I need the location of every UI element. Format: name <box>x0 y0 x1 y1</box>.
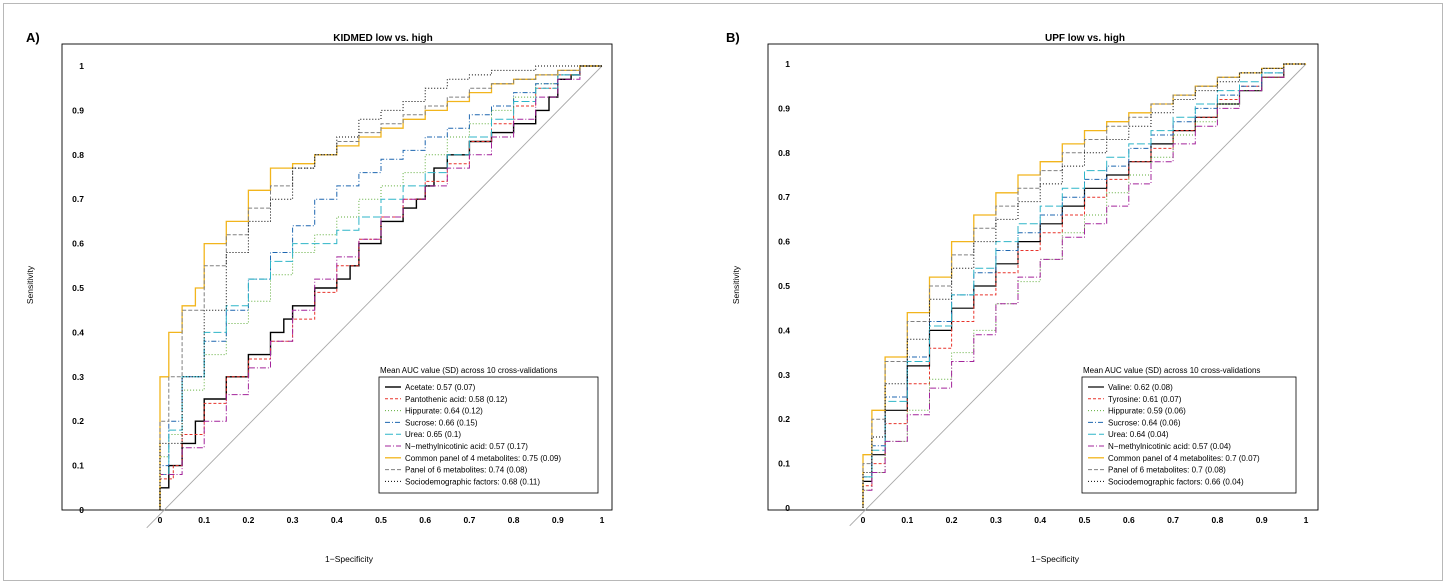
legend-entry: Pantothenic acid: 0.58 (0.12) <box>405 395 508 404</box>
x-tick-label: 0.8 <box>1211 515 1223 525</box>
y-tick-label: 0.6 <box>72 239 84 249</box>
legend-entry: N−methylnicotinic acid: 0.57 (0.04) <box>1108 442 1231 451</box>
x-tick-label: 0.6 <box>419 515 431 525</box>
x-tick-label: 0.2 <box>946 515 958 525</box>
x-tick-label: 0.1 <box>198 515 210 525</box>
x-tick-label: 0.3 <box>990 515 1002 525</box>
x-tick-label: 0.9 <box>1256 515 1268 525</box>
y-tick-label: 0.1 <box>72 461 84 471</box>
roc-curve-4 <box>159 65 602 510</box>
x-tick-label: 0.6 <box>1123 515 1135 525</box>
x-tick-label: 0.9 <box>552 515 564 525</box>
legend-entry: Acetate: 0.57 (0.07) <box>405 383 476 392</box>
legend-entry: Tyrosine: 0.61 (0.07) <box>1108 395 1182 404</box>
x-tick-label: 0 <box>158 515 163 525</box>
roc-curve-8 <box>862 63 1306 508</box>
y-tick-label: 1 <box>785 59 790 69</box>
legend-entry: Sucrose: 0.64 (0.06) <box>1108 418 1181 427</box>
y-tick-label: 0.6 <box>778 237 790 247</box>
y-tick-label: 0.4 <box>778 325 790 335</box>
x-axis-label: 1−Specificity <box>1031 554 1080 564</box>
roc-curve-2 <box>862 63 1306 508</box>
y-tick-label: 0.2 <box>72 416 84 426</box>
x-tick-label: 0.7 <box>463 515 475 525</box>
x-tick-label: 0.4 <box>331 515 343 525</box>
y-axis-label: Sensitivity <box>731 265 741 304</box>
roc-curve-5 <box>159 65 602 510</box>
plot-frame <box>767 43 1319 511</box>
legend-entry: Hippurate: 0.59 (0.06) <box>1108 407 1186 416</box>
legend-entry: Common panel of 4 metabolites: 0.75 (0.0… <box>405 454 561 463</box>
y-tick-label: 0.3 <box>778 370 790 380</box>
legend-title: Mean AUC value (SD) across 10 cross-vali… <box>380 366 557 375</box>
panel-label: B) <box>726 30 740 45</box>
legend-entry: Sociodemographic factors: 0.66 (0.04) <box>1108 477 1244 486</box>
x-tick-label: 0.7 <box>1167 515 1179 525</box>
x-tick-label: 0.1 <box>901 515 913 525</box>
legend-entry: Hippurate: 0.64 (0.12) <box>405 407 483 416</box>
y-tick-label: 0.7 <box>778 192 790 202</box>
y-tick-label: 0.2 <box>778 414 790 424</box>
figure-frame <box>3 3 1443 581</box>
x-tick-label: 0.8 <box>508 515 520 525</box>
legend-entry: N−methylnicotinic acid: 0.57 (0.17) <box>405 442 528 451</box>
y-tick-label: 0.1 <box>778 459 790 469</box>
reference-diagonal <box>849 63 1307 527</box>
roc-curve-6 <box>862 63 1306 508</box>
reference-diagonal <box>146 65 603 529</box>
legend-entry: Valine: 0.62 (0.08) <box>1108 383 1173 392</box>
legend-box <box>378 376 599 494</box>
y-tick-label: 0.7 <box>72 194 84 204</box>
y-axis-label: Sensitivity <box>25 265 35 304</box>
x-tick-label: 0 <box>861 515 866 525</box>
legend-entry: Sociodemographic factors: 0.68 (0.11) <box>405 477 540 486</box>
y-tick-label: 0.8 <box>778 148 790 158</box>
y-tick-label: 0 <box>785 503 790 513</box>
panel-b: B) UPF low vs. high 0 0.1 0.2 0.3 0.4 0.5 0.6 0.7… <box>726 30 1319 564</box>
y-tick-label: 0.9 <box>72 105 84 115</box>
legend-entry: Sucrose: 0.66 (0.15) <box>405 418 478 427</box>
y-tick-label: 0.4 <box>72 327 84 337</box>
x-tick-label: 1 <box>600 515 605 525</box>
x-tick-label: 0.2 <box>242 515 254 525</box>
x-tick-label: 0.5 <box>1079 515 1091 525</box>
y-tick-label: 0 <box>79 505 84 515</box>
roc-curve-5 <box>862 63 1306 508</box>
panel-label: A) <box>26 30 40 45</box>
legend-entry: Common panel of 4 metabolites: 0.7 (0.07… <box>1108 454 1260 463</box>
legend-entry: Panel of 6 metabolites: 0.7 (0.08) <box>1108 466 1226 475</box>
legend-title: Mean AUC value (SD) across 10 cross-vali… <box>1083 366 1260 375</box>
legend-entry: Urea: 0.65 (0.1) <box>405 430 461 439</box>
x-axis-label: 1−Specificity <box>325 554 374 564</box>
x-tick-label: 0.4 <box>1034 515 1046 525</box>
legend-box <box>1081 376 1297 494</box>
panel-a: A) KIDMED low vs. high 0 0.1 0.2 0.3 0.4 0.5 0.6… <box>25 30 613 564</box>
chart-title: UPF low vs. high <box>1045 33 1125 44</box>
y-tick-label: 0.3 <box>72 372 84 382</box>
y-tick-label: 0.8 <box>72 150 84 160</box>
roc-curve-7 <box>862 63 1306 508</box>
y-tick-label: 0.5 <box>778 281 790 291</box>
plot-frame <box>61 43 613 511</box>
x-tick-label: 0.5 <box>375 515 387 525</box>
legend-entry: Urea: 0.64 (0.04) <box>1108 430 1169 439</box>
chart-title: KIDMED low vs. high <box>333 33 432 44</box>
x-tick-label: 1 <box>1304 515 1309 525</box>
legend-entry: Panel of 6 metabolites: 0.74 (0.08) <box>405 466 528 475</box>
y-tick-label: 0.9 <box>778 103 790 113</box>
y-tick-label: 0.5 <box>72 283 84 293</box>
y-tick-label: 1 <box>79 61 84 71</box>
x-tick-label: 0.3 <box>287 515 299 525</box>
